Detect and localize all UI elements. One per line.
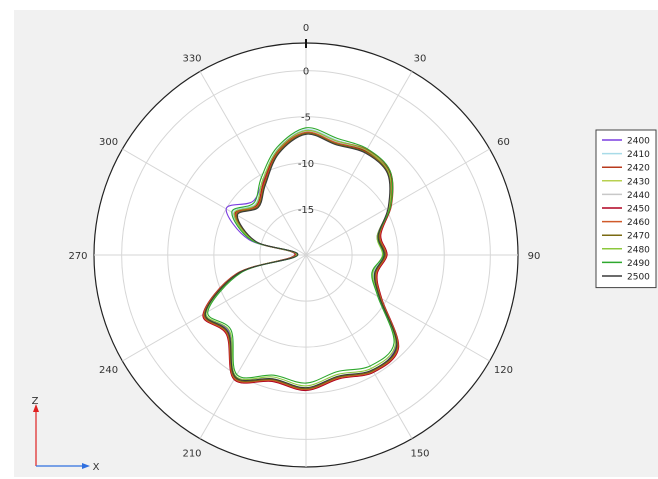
angle-label: 150	[410, 448, 429, 459]
series-group	[202, 127, 400, 392]
legend-box	[595, 129, 657, 289]
legend-label: 2460	[627, 218, 650, 228]
grid-spoke	[199, 254, 307, 439]
legend-label: 2410	[627, 150, 650, 160]
angle-label: 30	[414, 54, 427, 65]
x-axis-arrow	[82, 463, 90, 469]
angle-label: 60	[497, 137, 510, 148]
grid-spoke	[305, 254, 490, 362]
legend-label: 2470	[627, 232, 650, 242]
series-line-2480	[205, 129, 396, 387]
series-line-2490	[207, 127, 395, 384]
legend-label: 2430	[627, 177, 650, 187]
grid-spoke	[122, 254, 307, 362]
legend-label: 2490	[627, 259, 650, 269]
angle-label: 240	[99, 365, 118, 376]
radial-tick-labels: 0 -5 -10 -15	[298, 67, 314, 216]
angle-label: 330	[182, 54, 201, 65]
legend: 2400 2410 2420 2430 2440 2450 2460 2470 2480 2490…	[595, 129, 657, 289]
series-line-2500	[204, 133, 398, 389]
grid-spoke	[305, 71, 413, 256]
angle-label: 270	[68, 251, 87, 262]
x-axis-label: X	[93, 462, 100, 473]
legend-label: 2400	[627, 137, 650, 147]
axes-orientation-glyph: ZX	[32, 396, 100, 473]
legend-label: 2440	[627, 191, 650, 201]
angle-labels: 0306090120150180210240270300330	[68, 23, 541, 459]
z-axis-arrow	[33, 404, 39, 412]
series-line-2460	[203, 131, 399, 391]
radial-tick-label: -10	[298, 159, 314, 170]
grid-spoke	[122, 148, 307, 256]
legend-label: 2420	[627, 164, 650, 174]
grid-spoke	[199, 71, 307, 256]
angle-label: 0	[303, 23, 309, 34]
polar-grid	[93, 39, 519, 468]
radial-tick-label: -15	[298, 205, 314, 216]
angle-label: 300	[99, 137, 118, 148]
radial-tick-label: -5	[301, 113, 311, 124]
grid-spoke	[305, 148, 490, 256]
legend-label: 2500	[627, 273, 650, 283]
legend-label: 2450	[627, 205, 650, 215]
legend-label: 2480	[627, 245, 650, 255]
z-axis-label: Z	[32, 396, 39, 407]
radial-tick-label: 0	[303, 67, 309, 78]
angle-label: 210	[182, 448, 201, 459]
angle-label: 120	[494, 365, 513, 376]
grid-spoke	[305, 254, 413, 439]
angle-label: 90	[528, 251, 541, 262]
